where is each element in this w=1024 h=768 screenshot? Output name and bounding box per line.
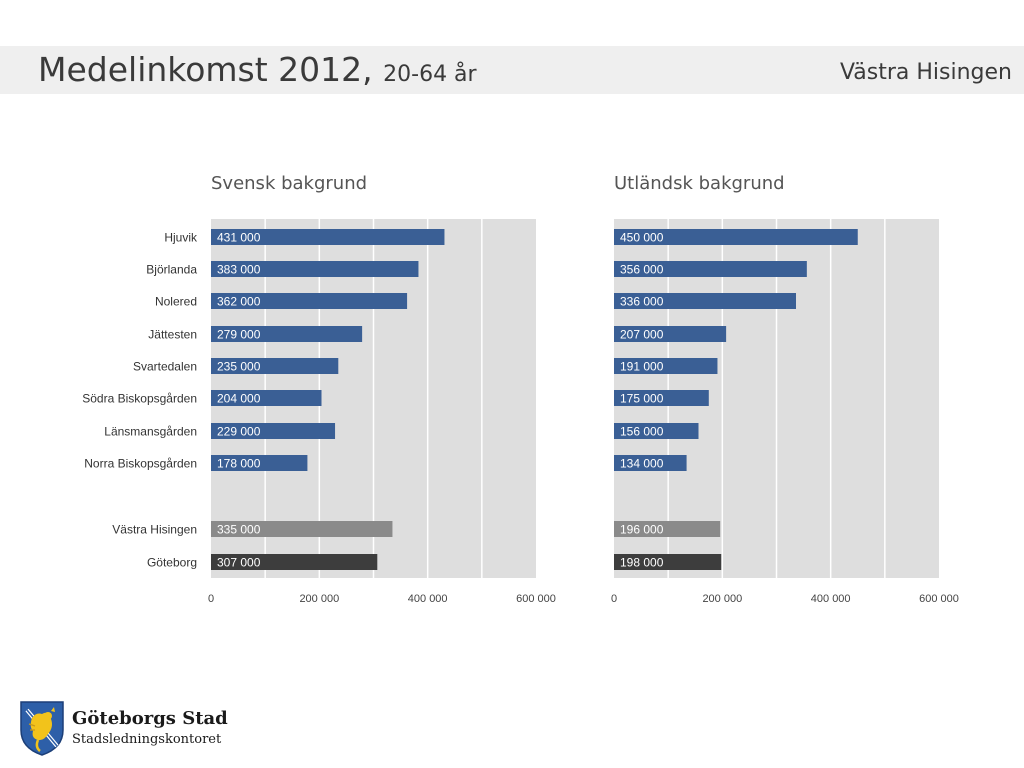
data-label: 191 000	[620, 360, 664, 374]
bar-svensk	[211, 261, 419, 277]
bar-svensk	[211, 358, 339, 374]
x-tick-label: 600 000	[516, 593, 556, 605]
bar-utlandsk	[614, 326, 727, 342]
bar-utlandsk	[614, 261, 807, 277]
category-label: Västra Hisingen	[112, 523, 197, 537]
bar-utlandsk	[614, 293, 796, 309]
bar-svensk	[211, 326, 363, 342]
data-label: 335 000	[217, 523, 261, 537]
region-label: Västra Hisingen	[839, 60, 1012, 85]
logo-name: Göteborgs Stad	[72, 708, 228, 729]
title-main: Medelinkomst 2012,	[38, 50, 373, 89]
x-tick-label: 200 000	[299, 593, 339, 605]
data-label: 431 000	[217, 231, 261, 245]
slide-title: Medelinkomst 2012, 20-64 år	[38, 48, 477, 97]
data-label: 362 000	[217, 295, 261, 309]
bar-svensk	[211, 521, 393, 537]
data-label: 235 000	[217, 360, 261, 374]
charts-canvas: 0 200 000 400 000 600 000 431 000 Hjuvik 383 0…	[82, 219, 959, 605]
data-label: 336 000	[620, 295, 664, 309]
category-label: Björlanda	[146, 263, 197, 277]
chart-title-svensk: Svensk bakgrund	[211, 173, 368, 194]
category-label: Länsmansgården	[104, 425, 197, 439]
bar-utlandsk	[614, 423, 699, 439]
bar-svensk	[211, 455, 308, 471]
x-tick-label: 0	[208, 593, 214, 605]
category-label: Nolered	[155, 295, 197, 309]
category-label: Göteborg	[147, 556, 197, 570]
data-label: 279 000	[217, 328, 261, 342]
data-label: 204 000	[217, 392, 261, 406]
bar-utlandsk	[614, 390, 709, 406]
data-label: 175 000	[620, 392, 664, 406]
category-label: Södra Biskopsgården	[82, 392, 197, 406]
x-tick-label: 200 000	[702, 593, 742, 605]
bar-svensk	[211, 293, 408, 309]
data-label: 207 000	[620, 328, 664, 342]
data-label: 356 000	[620, 263, 664, 277]
x-tick-label: 0	[611, 593, 617, 605]
data-label: 383 000	[217, 263, 261, 277]
chart-title-utlandsk: Utländsk bakgrund	[614, 173, 785, 194]
bar-utlandsk	[614, 229, 858, 245]
bar-svensk	[211, 423, 336, 439]
bar-svensk	[211, 554, 378, 570]
bar-svensk	[211, 390, 322, 406]
bar-svensk	[211, 229, 445, 245]
category-label: Svartedalen	[133, 360, 197, 374]
category-label: Jättesten	[148, 328, 197, 342]
x-tick-label: 400 000	[811, 593, 851, 605]
title-subtitle: 20-64 år	[383, 62, 477, 87]
bar-utlandsk	[614, 521, 721, 537]
bar-utlandsk	[614, 358, 718, 374]
x-tick-label: 600 000	[919, 593, 959, 605]
data-label: 450 000	[620, 231, 664, 245]
category-label: Hjuvik	[164, 231, 198, 245]
data-label: 196 000	[620, 523, 664, 537]
data-label: 198 000	[620, 556, 664, 570]
logo-department: Stadsledningskontoret	[72, 732, 222, 747]
data-label: 156 000	[620, 425, 664, 439]
data-label: 134 000	[620, 457, 664, 471]
bar-utlandsk	[614, 455, 687, 471]
data-label: 229 000	[217, 425, 261, 439]
x-tick-label: 400 000	[408, 593, 448, 605]
bar-utlandsk	[614, 554, 722, 570]
data-label: 307 000	[217, 556, 261, 570]
goteborg-logo-icon	[20, 701, 64, 756]
category-label: Norra Biskopsgården	[84, 457, 197, 471]
data-label: 178 000	[217, 457, 261, 471]
title-bar	[0, 46, 1024, 94]
